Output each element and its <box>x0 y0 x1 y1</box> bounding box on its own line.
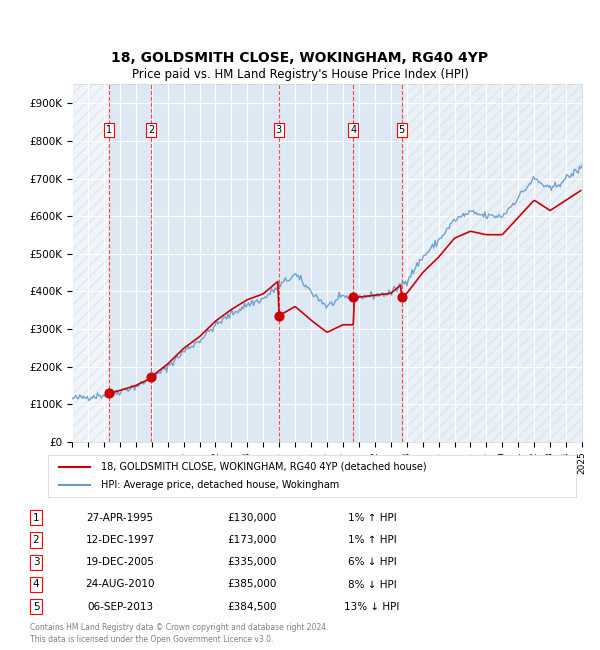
Text: HPI: Average price, detached house, Wokingham: HPI: Average price, detached house, Woki… <box>101 480 339 490</box>
Text: £384,500: £384,500 <box>227 602 277 612</box>
Text: 5: 5 <box>398 125 405 135</box>
Bar <box>72 84 109 442</box>
Text: 8% ↓ HPI: 8% ↓ HPI <box>347 580 397 590</box>
Text: 6% ↓ HPI: 6% ↓ HPI <box>347 557 397 567</box>
Text: Contains HM Land Registry data © Crown copyright and database right 2024.
This d: Contains HM Land Registry data © Crown c… <box>30 623 329 644</box>
Point <box>274 311 284 321</box>
Text: 1% ↑ HPI: 1% ↑ HPI <box>347 535 397 545</box>
Text: 3: 3 <box>32 557 40 567</box>
Text: 5: 5 <box>32 602 40 612</box>
Text: 18, GOLDSMITH CLOSE, WOKINGHAM, RG40 4YP: 18, GOLDSMITH CLOSE, WOKINGHAM, RG40 4YP <box>112 51 488 65</box>
Text: 1: 1 <box>106 125 112 135</box>
Text: £130,000: £130,000 <box>227 513 277 523</box>
Text: 3: 3 <box>275 125 282 135</box>
Text: 24-AUG-2010: 24-AUG-2010 <box>85 580 155 590</box>
Text: 06-SEP-2013: 06-SEP-2013 <box>87 602 153 612</box>
Bar <box>72 84 109 442</box>
Text: £335,000: £335,000 <box>227 557 277 567</box>
Text: 4: 4 <box>350 125 356 135</box>
Text: 27-APR-1995: 27-APR-1995 <box>86 513 154 523</box>
Text: Price paid vs. HM Land Registry's House Price Index (HPI): Price paid vs. HM Land Registry's House … <box>131 68 469 81</box>
Text: 18, GOLDSMITH CLOSE, WOKINGHAM, RG40 4YP (detached house): 18, GOLDSMITH CLOSE, WOKINGHAM, RG40 4YP… <box>101 462 427 472</box>
Text: 13% ↓ HPI: 13% ↓ HPI <box>344 602 400 612</box>
Text: 2: 2 <box>148 125 154 135</box>
Text: 19-DEC-2005: 19-DEC-2005 <box>86 557 154 567</box>
Text: £173,000: £173,000 <box>227 535 277 545</box>
Bar <box>401 84 582 442</box>
Point <box>397 292 406 302</box>
Text: 4: 4 <box>32 580 40 590</box>
Point <box>104 388 114 398</box>
Text: 1% ↑ HPI: 1% ↑ HPI <box>347 513 397 523</box>
Text: 1: 1 <box>32 513 40 523</box>
Text: 12-DEC-1997: 12-DEC-1997 <box>85 535 155 545</box>
Point <box>349 292 358 302</box>
Text: 2: 2 <box>32 535 40 545</box>
Text: £385,000: £385,000 <box>227 580 277 590</box>
Point <box>146 372 155 382</box>
